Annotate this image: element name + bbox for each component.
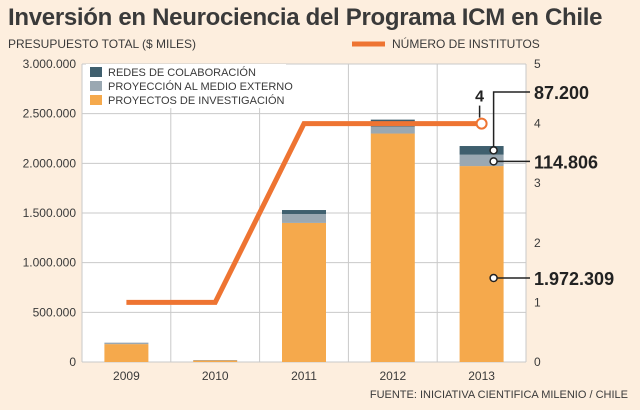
x-tick-label: 2012 [379,369,406,383]
institutos-2013-marker [475,117,488,130]
annotation-institutos-value: 4 [475,89,484,106]
bar-proyectos-2012 [370,133,415,362]
annotation-proyeccion-dot [489,157,498,166]
x-tick-label: 2013 [468,369,495,383]
y-tick-label: 1.000.000 [23,256,77,270]
y2-tick-label: 2 [534,236,541,250]
annotation-proyeccion-value: 114.806 [534,152,598,172]
bar-proyeccion-2012 [370,126,415,134]
annotation-proyectos-value: 1.972.309 [534,269,614,289]
legend-label-institutos: NÚMERO DE INSTITUTOS [392,36,540,51]
annotation-redes-dot [489,146,498,155]
legend-box [86,64,286,108]
chart-title: Inversión en Neurociencia del Programa I… [8,4,603,31]
y2-tick-label: 4 [534,117,541,131]
annotation-proyectos-dot [489,273,498,283]
y2-tick-label: 0 [534,355,541,369]
source-note: FUENTE: INICIATIVA CIENTIFICA MILENIO / … [370,389,628,401]
y-axis-title: PRESUPUESTO TOTAL ($ MILES) [8,37,196,51]
y2-tick-label: 5 [534,57,541,71]
annotation-redes-value: 87.200 [534,83,589,103]
bar-proyeccion-2009 [104,342,149,345]
y2-tick-label: 1 [534,295,541,309]
y-tick-label: 2.500.000 [23,107,77,121]
x-tick-label: 2009 [113,369,140,383]
bar-proyectos-2009 [104,344,149,362]
y-tick-label: 2.000.000 [23,156,77,170]
y-tick-label: 3.000.000 [23,57,77,71]
y-tick-label: 0 [69,355,76,369]
bar-proyeccion-2011 [282,213,326,223]
bar-redes-2013 [459,146,504,155]
x-tick-label: 2011 [291,369,317,383]
legend-label-redes: REDES DE COLABORACIÓN [108,66,256,79]
bar-proyeccion-2013 [459,154,504,167]
bar-proyectos-2013 [459,166,504,362]
bar-proyectos-2011 [282,222,326,362]
line-numero-de-institutos [126,121,482,305]
legend-swatch-proyeccion [90,81,102,91]
legend-swatch-proyectos [90,95,102,105]
bar-proyectos-2010 [193,360,238,362]
legend-label-proyeccion: PROYECCIÓN AL MEDIO EXTERNO [108,80,293,93]
y2-tick-label: 3 [534,176,541,190]
legend-label-proyectos: PROYECTOS DE INVESTIGACIÓN [108,94,284,107]
legend-swatch-redes [90,67,102,77]
bar-redes-2011 [282,210,326,214]
y-tick-label: 1.500.000 [23,206,77,220]
x-tick-label: 2010 [202,369,229,383]
annotation-redes-leader [492,91,530,151]
y-tick-label: 500.000 [33,305,77,319]
